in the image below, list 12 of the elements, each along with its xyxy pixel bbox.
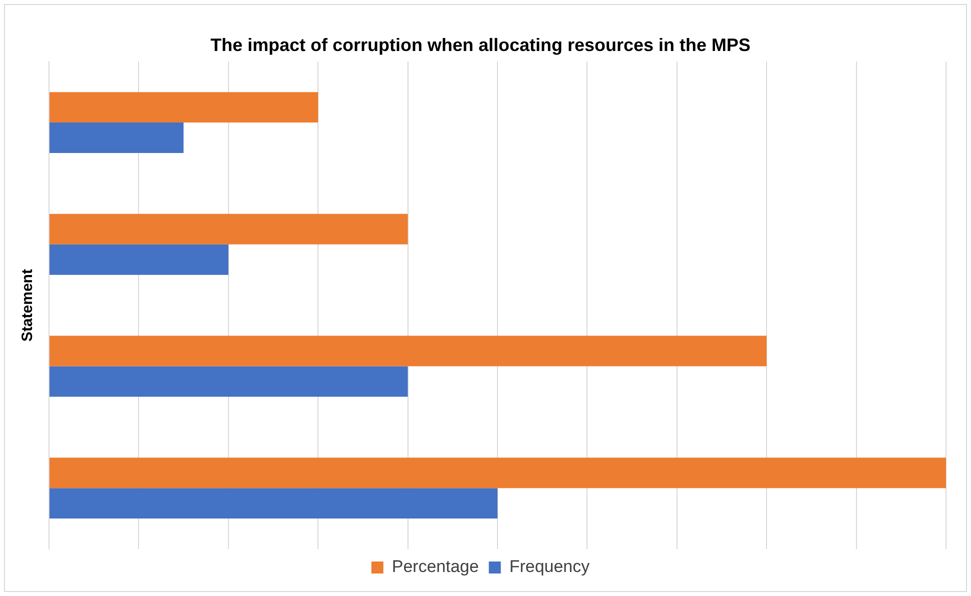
chart-title: The impact of corruption when allocating resources in the MPS — [210, 34, 751, 55]
bar — [50, 336, 767, 366]
bar — [50, 92, 318, 123]
legend-label: Frequency — [509, 557, 590, 576]
legend-label: Percentage — [392, 557, 479, 576]
bar — [50, 244, 228, 275]
bar — [50, 488, 498, 519]
bar — [50, 214, 408, 244]
bar — [50, 458, 946, 488]
y-axis-title: Statement — [19, 269, 36, 342]
bar — [50, 366, 408, 397]
bar — [50, 122, 184, 153]
